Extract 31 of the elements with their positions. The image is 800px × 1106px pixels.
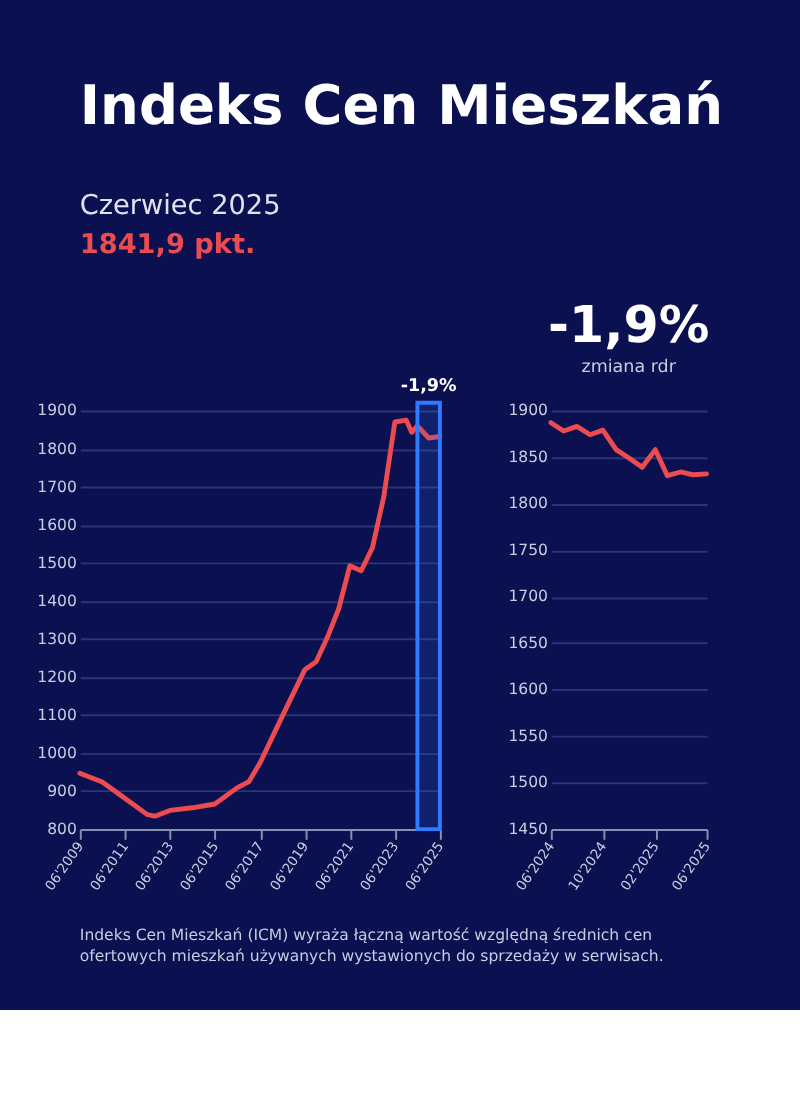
y-tick-label: 1700	[37, 477, 77, 496]
y-tick-label: 1900	[37, 401, 77, 420]
text: 1841,9 pkt.	[79, 228, 256, 261]
line-series	[77, 417, 443, 819]
text: Indeks Cen Mieszkań (ICM) wyraża łączną wartość względną średnich cen ofertowych mieszkań używanych wystawionych do sprzedaży w serwisach.	[79, 926, 664, 966]
chart-title: -1,9%	[548, 296, 710, 355]
y-tick-label: 1300	[37, 629, 77, 648]
chart-title: Indeks Cen Mieszkań	[79, 76, 724, 139]
y-tick-label: 900	[47, 781, 77, 800]
line-series	[548, 420, 710, 479]
y-tick-label: 1850	[508, 447, 549, 466]
y-tick-label: 1600	[508, 680, 549, 699]
chart-subtitle: zmiana rdr	[581, 357, 677, 378]
y-tick-label: 1600	[37, 515, 77, 534]
y-tick-label: 1750	[508, 540, 549, 559]
y-tick-label: 1550	[508, 726, 549, 745]
y-tick-label: 1450	[508, 819, 549, 838]
y-tick-label: 1400	[37, 591, 77, 610]
y-tick-label: 800	[47, 819, 77, 838]
y-tick-label: 1800	[508, 494, 549, 513]
y-tick-label: 1000	[37, 743, 77, 762]
y-tick-label: 1900	[508, 401, 549, 420]
band-label: -1,9%	[400, 377, 458, 398]
y-tick-label: 1650	[508, 633, 549, 652]
y-tick-label: 1100	[37, 705, 77, 724]
y-tick-label: 1500	[37, 553, 77, 572]
y-tick-label: 1200	[37, 667, 77, 686]
chart-subtitle: Czerwiec 2025	[79, 190, 281, 222]
y-tick-label: 1500	[508, 773, 549, 792]
y-tick-label: 1800	[37, 439, 77, 458]
y-tick-label: 1700	[508, 587, 549, 606]
